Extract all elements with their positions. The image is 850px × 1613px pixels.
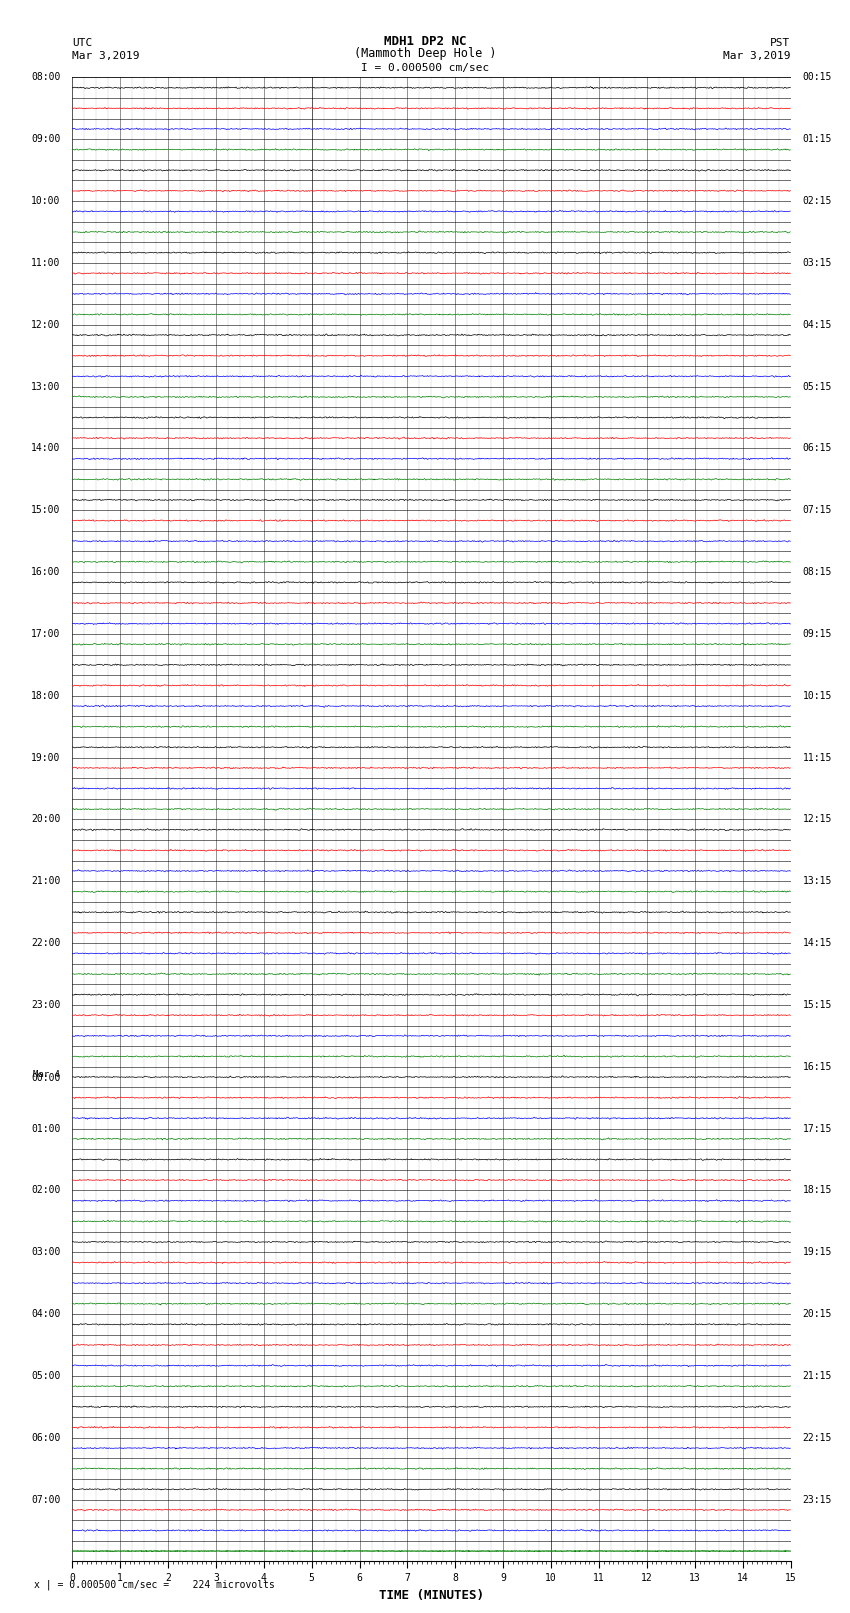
Text: 14:00: 14:00 <box>31 444 60 453</box>
Text: Mar 3,2019: Mar 3,2019 <box>723 52 791 61</box>
Text: 06:15: 06:15 <box>802 444 832 453</box>
Text: I = 0.000500 cm/sec: I = 0.000500 cm/sec <box>361 63 489 73</box>
Text: Mar 4: Mar 4 <box>33 1069 60 1079</box>
Text: 16:00: 16:00 <box>31 568 60 577</box>
Text: 20:00: 20:00 <box>31 815 60 824</box>
Text: 12:15: 12:15 <box>802 815 832 824</box>
Text: 02:00: 02:00 <box>31 1186 60 1195</box>
Text: 07:15: 07:15 <box>802 505 832 515</box>
Text: 22:15: 22:15 <box>802 1432 832 1442</box>
Text: 12:00: 12:00 <box>31 319 60 329</box>
Text: PST: PST <box>770 39 790 48</box>
Text: 04:00: 04:00 <box>31 1310 60 1319</box>
Text: 02:15: 02:15 <box>802 197 832 206</box>
Text: 22:00: 22:00 <box>31 939 60 948</box>
Text: MDH1 DP2 NC: MDH1 DP2 NC <box>383 35 467 48</box>
Text: 03:00: 03:00 <box>31 1247 60 1257</box>
Text: 03:15: 03:15 <box>802 258 832 268</box>
Text: 19:15: 19:15 <box>802 1247 832 1257</box>
Text: 08:15: 08:15 <box>802 568 832 577</box>
Text: 23:00: 23:00 <box>31 1000 60 1010</box>
Text: 00:15: 00:15 <box>802 73 832 82</box>
Text: (Mammoth Deep Hole ): (Mammoth Deep Hole ) <box>354 47 496 60</box>
Text: 18:15: 18:15 <box>802 1186 832 1195</box>
Text: 07:00: 07:00 <box>31 1495 60 1505</box>
Text: 11:15: 11:15 <box>802 753 832 763</box>
Text: 06:00: 06:00 <box>31 1432 60 1442</box>
Text: 09:00: 09:00 <box>31 134 60 144</box>
Text: 21:15: 21:15 <box>802 1371 832 1381</box>
Text: 17:00: 17:00 <box>31 629 60 639</box>
Text: 19:00: 19:00 <box>31 753 60 763</box>
Text: 01:00: 01:00 <box>31 1124 60 1134</box>
Text: 11:00: 11:00 <box>31 258 60 268</box>
Text: 15:00: 15:00 <box>31 505 60 515</box>
Text: 23:15: 23:15 <box>802 1495 832 1505</box>
Text: Mar 3,2019: Mar 3,2019 <box>72 52 139 61</box>
Text: 05:00: 05:00 <box>31 1371 60 1381</box>
Text: 10:15: 10:15 <box>802 690 832 700</box>
Text: 16:15: 16:15 <box>802 1061 832 1071</box>
Text: 15:15: 15:15 <box>802 1000 832 1010</box>
Text: 13:00: 13:00 <box>31 382 60 392</box>
X-axis label: TIME (MINUTES): TIME (MINUTES) <box>379 1589 484 1602</box>
Text: 21:00: 21:00 <box>31 876 60 886</box>
Text: 10:00: 10:00 <box>31 197 60 206</box>
Text: 18:00: 18:00 <box>31 690 60 700</box>
Text: 00:00: 00:00 <box>31 1073 60 1082</box>
Text: UTC: UTC <box>72 39 93 48</box>
Text: 01:15: 01:15 <box>802 134 832 144</box>
Text: 17:15: 17:15 <box>802 1124 832 1134</box>
Text: 13:15: 13:15 <box>802 876 832 886</box>
Text: 14:15: 14:15 <box>802 939 832 948</box>
Text: 08:00: 08:00 <box>31 73 60 82</box>
Text: x | = 0.000500 cm/sec =    224 microvolts: x | = 0.000500 cm/sec = 224 microvolts <box>34 1579 275 1590</box>
Text: 04:15: 04:15 <box>802 319 832 329</box>
Text: 20:15: 20:15 <box>802 1310 832 1319</box>
Text: 05:15: 05:15 <box>802 382 832 392</box>
Text: 09:15: 09:15 <box>802 629 832 639</box>
